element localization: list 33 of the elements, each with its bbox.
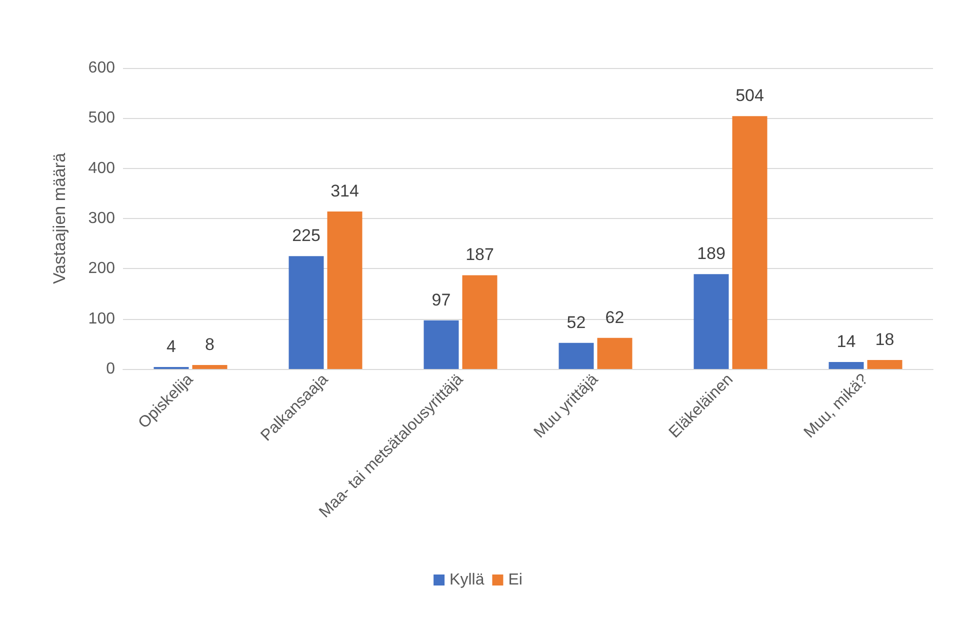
bar [327,211,362,369]
data-label: 8 [205,334,214,354]
y-tick-label: 500 [88,110,116,127]
bar [867,360,902,369]
data-label: 314 [330,181,359,200]
bar [424,320,459,369]
data-label: 14 [836,332,856,351]
bar [732,116,768,369]
legend-label: Kyllä [450,572,484,588]
data-label: 62 [605,308,624,327]
data-label: 97 [432,290,451,310]
bar [694,274,729,369]
data-label: 4 [166,336,176,356]
bar [828,362,864,369]
bar [192,364,228,369]
bar [558,342,594,369]
legend-label: Ei [508,572,522,588]
data-label: 187 [466,245,494,264]
y-tick-label: 100 [88,310,116,328]
bar [288,256,324,369]
y-tick-label: 400 [88,160,116,177]
data-label: 225 [292,226,320,246]
data-label: 189 [697,244,726,264]
data-label: 18 [875,330,894,349]
y-axis-title: Vastaajien määrä [50,152,69,284]
y-tick-label: 0 [106,360,116,378]
bar [597,338,632,369]
y-tick-label: 200 [88,260,116,278]
y-tick-label: 600 [88,60,116,76]
data-label: 504 [736,86,764,106]
bar [462,275,498,369]
data-label: 52 [566,312,586,332]
y-tick-label: 300 [88,210,116,227]
